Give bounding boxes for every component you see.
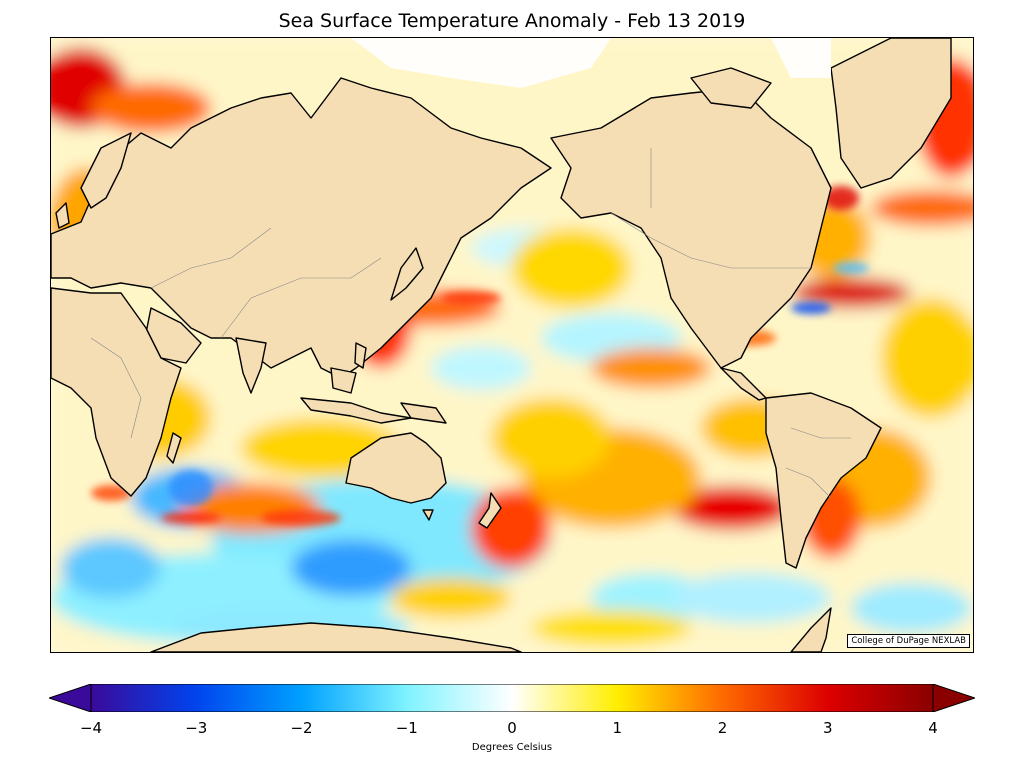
colorbar-tick-label: 3 (822, 719, 833, 737)
anomaly-field (51, 38, 973, 652)
colorbar-gradient (90, 684, 934, 712)
colorbar-label: Degrees Celsius (471, 742, 553, 753)
new-guinea (400, 402, 447, 424)
australia (345, 432, 447, 504)
antarctica (150, 622, 522, 652)
british-isles (55, 202, 70, 229)
colorbar-tick-label: 2 (717, 719, 728, 737)
greenland (830, 38, 952, 189)
colorbar-tick-label: 0 (507, 719, 517, 737)
south-america (765, 392, 882, 569)
sst-anomaly-map: College of DuPage NEXLAB (50, 37, 974, 653)
colorbar-tick-label: 4 (928, 719, 938, 737)
colorbar-tick-label: −4 (79, 719, 103, 737)
borneo (330, 367, 357, 394)
india (235, 337, 267, 394)
colorbar-tick-label: 1 (612, 719, 623, 737)
madagascar (166, 432, 182, 464)
sea-ice (351, 38, 831, 88)
map-title: Sea Surface Temperature Anomaly - Feb 13… (278, 10, 746, 32)
country-borders (90, 148, 851, 499)
colorbar (49, 684, 975, 712)
japan (390, 247, 424, 301)
eurasia (51, 77, 552, 379)
antarctic-peninsula (790, 607, 832, 652)
tasmania (422, 509, 434, 521)
colorbar-min-arrow (49, 684, 92, 712)
colorbar-tick-label: −1 (395, 719, 418, 737)
colorbar-tick-label: −3 (185, 719, 208, 737)
land-masses (51, 38, 952, 652)
colorbar-max-arrow (932, 684, 975, 712)
scandinavia (80, 132, 132, 209)
africa (51, 287, 182, 497)
colorbar-tick-label: −2 (290, 719, 313, 737)
indonesia (300, 397, 412, 424)
credit-label: College of DuPage NEXLAB (847, 634, 970, 648)
philippines (354, 342, 367, 369)
arctic-islands (690, 67, 772, 109)
new-zealand (478, 492, 502, 529)
